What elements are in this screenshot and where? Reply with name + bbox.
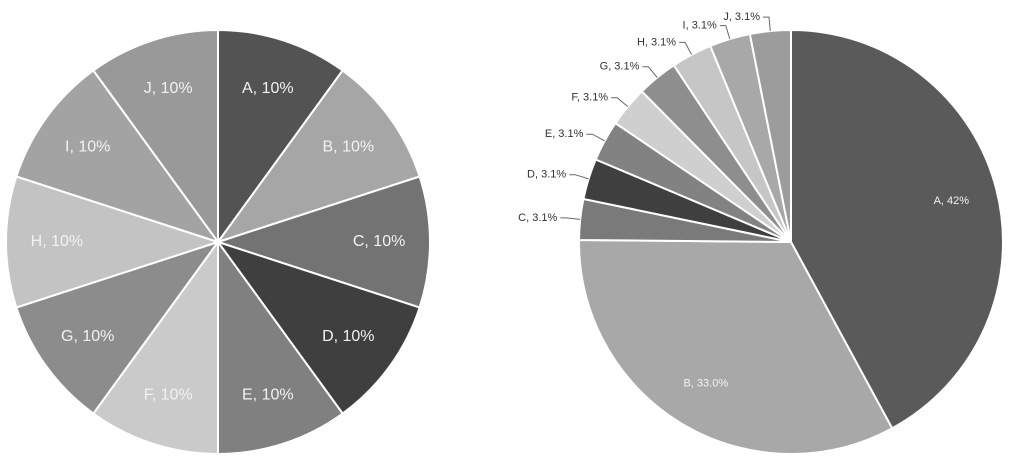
pie2-data-label-g: G, 3.1% — [600, 61, 640, 73]
pie1-data-label-b: B, 10% — [323, 139, 375, 156]
pie2-leader-line-e — [586, 133, 605, 142]
pie2-leader-line-f — [611, 97, 629, 107]
pie2-data-label-i: I, 3.1% — [683, 20, 717, 32]
pie2-leader-line-c — [560, 217, 581, 220]
pie2-data-label-b: B, 33.0% — [683, 378, 728, 390]
pie1-slice-f — [91, 238, 219, 456]
pie1-slice-d — [215, 240, 421, 415]
pie2-data-label-j: J, 3.1% — [723, 11, 760, 23]
pie1-data-label-d: D, 10% — [322, 328, 374, 345]
pie1-slice-a — [217, 28, 345, 246]
pie1-data-label-g: G, 10% — [61, 328, 114, 345]
pie2-data-label-a: A, 42% — [934, 195, 970, 207]
pie-chart-equal-shares: A, 10% B, 10% C, 10% D, 10% E, 10% F, 10% G, 1… — [5, 28, 431, 456]
pie2-data-label-f: F, 3.1% — [571, 92, 608, 104]
pie1-data-label-e: E, 10% — [242, 386, 294, 403]
pie2-data-label-h: H, 3.1% — [637, 36, 676, 48]
pie1-data-label-h: H, 10% — [31, 233, 83, 250]
pie-chart-unequal-shares: A, 42% B, 33.0% C, 3.1% D, 3.1% E, 3.1% F, 3.… — [518, 11, 1004, 455]
pie2-leader-line-h — [679, 41, 693, 55]
pie1-data-label-a: A, 10% — [242, 80, 294, 97]
pie2-data-label-e: E, 3.1% — [545, 128, 584, 140]
pie2-slice-a — [790, 28, 1004, 430]
pie2-slice-j — [748, 28, 792, 243]
pie2-leader-line-d — [569, 174, 589, 180]
pie2-slice-b — [578, 238, 894, 455]
pie1-slice-c — [214, 175, 431, 309]
pie1-slice-e — [217, 238, 345, 456]
pie1-slice-i — [15, 69, 221, 244]
pie1-data-label-f: F, 10% — [144, 386, 193, 403]
pie1-data-label-i: I, 10% — [65, 139, 110, 156]
pie1-slice-b — [215, 69, 421, 244]
pie2-leader-line-j — [763, 16, 771, 32]
pie1-slice-h — [5, 175, 222, 309]
pie1-slice-g — [15, 240, 221, 415]
pie1-slice-j — [91, 28, 219, 246]
pie2-data-label-c: C, 3.1% — [518, 212, 557, 224]
pie2-leader-line-g — [642, 66, 658, 78]
pie2-leader-line-i — [719, 25, 731, 40]
pie2-data-label-d: D, 3.1% — [527, 169, 566, 181]
pie1-data-label-j: J, 10% — [144, 80, 193, 97]
pie1-data-label-c: C, 10% — [353, 233, 405, 250]
